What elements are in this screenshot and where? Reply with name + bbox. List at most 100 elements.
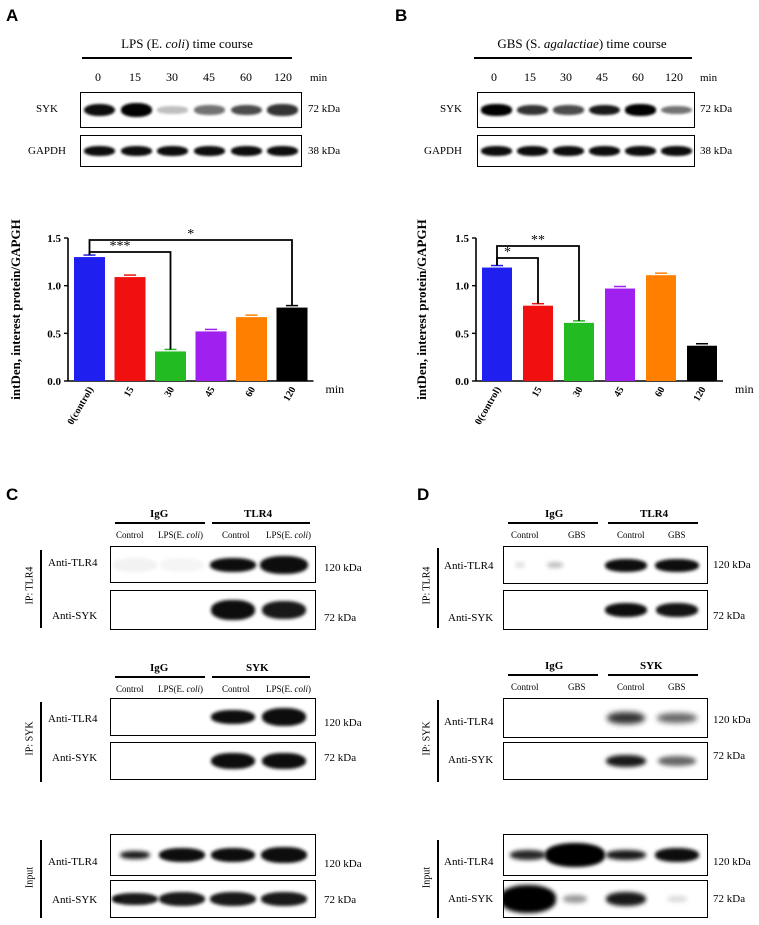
sig-bracket <box>88 239 293 306</box>
blot-band <box>666 896 687 902</box>
blot-band <box>83 145 115 157</box>
blot-band <box>552 105 584 115</box>
c-syk-l1a: Control <box>116 684 144 694</box>
d-tlr4-row1: Anti-TLR4 <box>444 560 494 572</box>
d-syk-g2: SYK <box>640 660 663 672</box>
d-tlr4-l2b: GBS <box>668 530 686 540</box>
time-label: 0 <box>491 70 497 84</box>
sig-label: * <box>187 227 194 242</box>
c-tlr4-row2-kda: 72 kDa <box>324 612 357 624</box>
blot-band <box>624 104 656 116</box>
panel-a-title-bar <box>82 57 292 59</box>
blot-band <box>260 555 309 574</box>
blot-band <box>660 145 692 157</box>
blot-band <box>510 850 547 860</box>
panel-a-title: LPS (E. coli) time course <box>121 36 253 51</box>
x-tick-label: 0(control) <box>66 385 97 427</box>
d-tlr4-g1-bar <box>508 522 598 524</box>
time-label: 120 <box>665 70 683 84</box>
blot-band <box>588 104 620 116</box>
c-syk-blot-tlr4 <box>110 698 316 736</box>
x-tick-label: 30 <box>571 385 586 399</box>
d-syk-g1-bar <box>508 674 598 676</box>
blot-band <box>120 851 151 859</box>
blot-band <box>210 557 257 572</box>
d-input-blot-syk <box>503 880 708 918</box>
y-tick-label: 0.0 <box>47 376 61 388</box>
blot-band <box>606 712 645 724</box>
blot-band <box>605 850 646 860</box>
y-tick-label: 1.5 <box>47 233 61 245</box>
c-tlr4-g1-bar <box>115 522 205 524</box>
blot-band <box>654 848 699 862</box>
blot-band <box>83 103 115 117</box>
blot-band <box>157 145 189 157</box>
blot-band <box>515 562 526 568</box>
x-tick-label: 120 <box>692 385 709 403</box>
panel-a-gapdh-blot <box>80 135 302 167</box>
c-tlr4-blot-tlr4 <box>110 546 316 583</box>
panel-a-syk-blot <box>80 92 302 128</box>
c-syk-l1b: Control <box>222 684 250 694</box>
blot-band <box>193 105 225 115</box>
c-tlr4-row1-kda: 120 kDa <box>324 562 362 574</box>
c-syk-blot-syk <box>110 742 316 780</box>
panel-a-gapdh-label: GAPDH <box>28 145 66 157</box>
sig-label: ** <box>531 233 545 248</box>
d-syk-row1-kda: 120 kDa <box>713 714 751 726</box>
c-syk-l2a: LPS(E. coli) <box>158 684 204 694</box>
d-syk-ip-label: IP: SYK <box>421 721 433 756</box>
d-tlr4-row2-kda: 72 kDa <box>713 610 746 622</box>
blot-band <box>211 753 256 769</box>
blot-band <box>160 557 205 572</box>
c-input-row1: Anti-TLR4 <box>48 856 98 868</box>
bar-15 <box>523 305 553 381</box>
blot-band <box>261 847 308 863</box>
d-tlr4-row1-kda: 120 kDa <box>713 559 751 571</box>
panel-a-gapdh-kda: 38 kDa <box>308 145 341 157</box>
c-syk-l2b: LPS(E. coli) <box>266 684 312 694</box>
blot-band <box>211 600 256 620</box>
time-label: 120 <box>274 70 292 84</box>
c-input-row2: Anti-SYK <box>52 894 98 906</box>
sig-bracket <box>496 245 580 321</box>
x-tick-label: 15 <box>122 385 137 399</box>
panel-label-c: C <box>6 485 19 504</box>
blot-band <box>654 558 699 572</box>
d-syk-row2-kda: 72 kDa <box>713 750 746 762</box>
d-tlr4-ip-label: IP: TLR4 <box>421 566 433 605</box>
c-input-label: Input <box>24 866 36 889</box>
blot-band <box>113 557 158 572</box>
d-input-row1-kda: 120 kDa <box>713 856 751 868</box>
blot-band <box>262 708 307 726</box>
panel-b-syk-kda: 72 kDa <box>700 103 733 115</box>
blot-band <box>657 756 696 766</box>
blot-band <box>120 145 152 157</box>
time-label: 30 <box>560 70 572 84</box>
x-axis-label: min <box>326 382 345 396</box>
d-syk-blot-syk <box>503 742 708 780</box>
blot-band <box>261 892 308 906</box>
d-input-bar <box>437 840 439 918</box>
blot-band <box>552 145 584 157</box>
d-syk-row1: Anti-TLR4 <box>444 716 494 728</box>
blot-band <box>516 104 548 115</box>
blot-band <box>604 558 647 572</box>
blot-band <box>655 603 698 617</box>
d-input-row1: Anti-TLR4 <box>444 856 494 868</box>
panel-b-title-bar <box>474 57 692 59</box>
blot-band <box>504 885 557 913</box>
blot-band <box>267 104 299 116</box>
x-tick-label: 45 <box>203 385 218 399</box>
y-tick-label: 1.0 <box>455 281 469 293</box>
panel-label-b: B <box>395 6 408 25</box>
c-input-blot-syk <box>110 880 316 918</box>
c-syk-row2-kda: 72 kDa <box>324 752 357 764</box>
time-label: 45 <box>596 70 608 84</box>
blot-band <box>120 103 152 117</box>
c-tlr4-row2: Anti-SYK <box>52 610 98 622</box>
time-label: 15 <box>524 70 536 84</box>
c-tlr4-blot-syk <box>110 590 316 630</box>
panel-label-d: D <box>417 485 430 504</box>
bar-15 <box>114 277 146 381</box>
